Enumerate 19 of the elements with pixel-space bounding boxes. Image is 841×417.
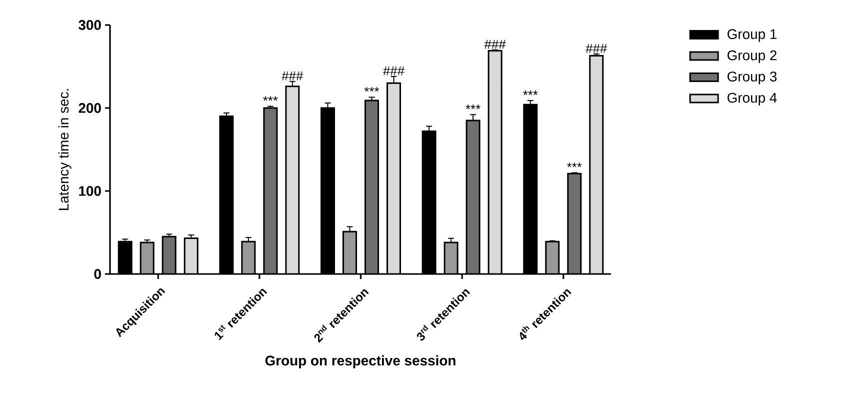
legend-label: Group 1 [728,29,777,42]
annotation: *** [466,104,480,110]
legend-label: Group 4 [728,92,777,106]
annotation: ### [282,71,304,80]
legend-label: Group 2 [728,50,777,64]
annotation: *** [567,162,582,168]
annotation: *** [523,90,538,95]
annotation: ### [383,66,404,76]
y-tick-label: 300 [78,20,101,30]
annotation: ### [586,44,608,53]
y-axis-title: Latency time in sec. [58,89,72,210]
y-tick-label: 100 [79,186,101,196]
y-tick-label: 200 [78,103,101,113]
y-tick-label: 0 [94,269,101,279]
annotation: *** [364,87,380,92]
legend-label: Group 3 [728,72,777,84]
x-axis-title: Group on respective session [265,355,456,368]
annotation: ### [484,40,506,49]
annotation: *** [263,96,278,101]
